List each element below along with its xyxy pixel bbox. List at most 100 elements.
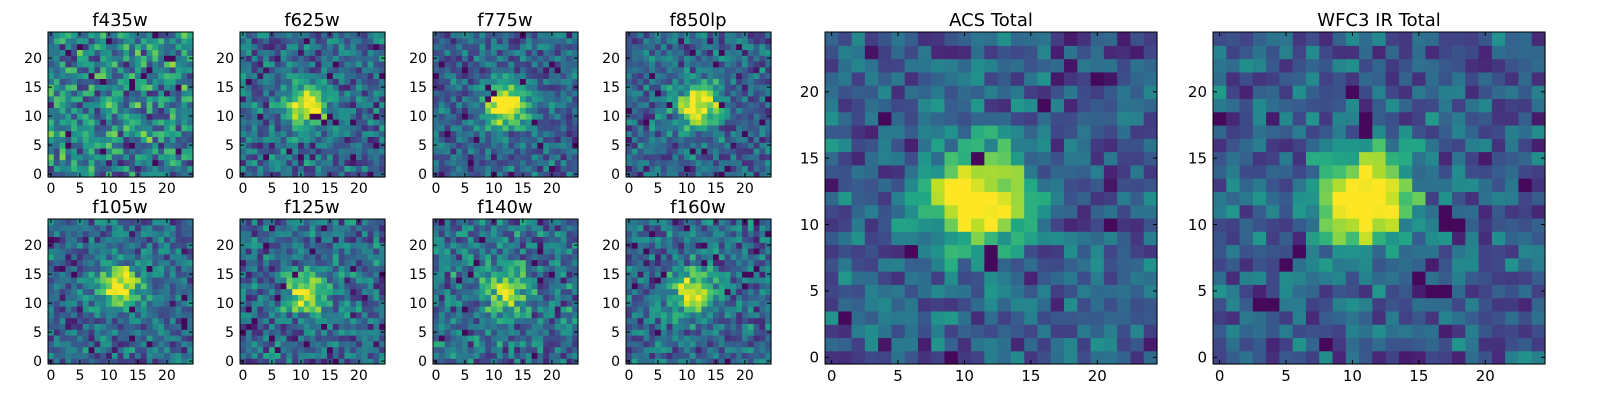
heatmap-cell xyxy=(187,119,194,126)
heatmap-cell xyxy=(450,171,457,178)
heatmap-cell xyxy=(117,259,124,266)
heatmap-cell xyxy=(175,335,182,342)
heatmap-cell xyxy=(303,136,311,143)
heatmap-cell xyxy=(485,219,492,226)
heatmap-cell xyxy=(637,107,644,114)
heatmap-cell xyxy=(631,90,639,97)
heatmap-cell xyxy=(525,346,533,353)
heatmap-cell xyxy=(444,242,451,249)
heatmap-cell xyxy=(643,317,650,324)
heatmap-cell xyxy=(689,107,697,114)
heatmap-cell xyxy=(637,90,644,97)
heatmap-cell xyxy=(65,113,72,120)
heatmap-cell xyxy=(327,346,334,353)
heatmap-cell xyxy=(245,259,253,266)
heatmap-cell xyxy=(245,317,253,324)
heatmap-cell xyxy=(82,329,90,336)
heatmap-cell xyxy=(508,37,515,45)
heatmap-cell xyxy=(554,265,562,272)
heatmap-cell xyxy=(111,136,119,143)
heatmap-cell xyxy=(554,335,562,342)
heatmap-cell xyxy=(649,136,656,143)
heatmap-cell xyxy=(274,84,282,91)
heatmap-cell xyxy=(456,352,463,359)
heatmap-cell xyxy=(94,113,101,120)
heatmap-cell xyxy=(274,165,282,172)
heatmap-cell xyxy=(684,43,691,50)
heatmap-cell xyxy=(759,43,766,50)
heatmap-cell xyxy=(718,282,726,290)
heatmap-cell xyxy=(438,265,446,272)
heatmap-cell xyxy=(263,159,270,166)
heatmap-cell xyxy=(88,43,95,50)
heatmap-cell xyxy=(158,142,165,149)
heatmap-cell xyxy=(257,84,264,91)
heatmap-cell xyxy=(433,306,440,313)
heatmap-cell xyxy=(117,352,124,359)
heatmap-cell xyxy=(456,323,463,330)
heatmap-cell xyxy=(106,259,113,266)
heatmap-cell xyxy=(572,43,579,50)
heatmap-cell xyxy=(327,148,334,155)
heatmap-cell xyxy=(269,43,276,50)
heatmap-cell xyxy=(187,306,194,313)
heatmap-cell xyxy=(485,49,492,56)
heatmap-cell xyxy=(438,236,446,243)
heatmap-cell xyxy=(462,311,469,319)
heatmap-cell xyxy=(631,277,639,284)
heatmap-cell xyxy=(344,294,351,301)
heatmap-cell xyxy=(361,124,369,132)
heatmap-cell xyxy=(309,113,316,120)
heatmap-cell xyxy=(514,288,521,295)
heatmap-cell xyxy=(257,101,264,108)
heatmap-cell xyxy=(718,352,726,359)
heatmap-cell xyxy=(525,84,533,91)
heatmap-cell xyxy=(543,248,550,255)
heatmap-cell xyxy=(367,61,374,68)
heatmap-cell xyxy=(637,171,644,178)
heatmap-cell xyxy=(77,294,84,301)
heatmap-cell xyxy=(129,323,136,330)
heatmap-cell xyxy=(543,136,550,143)
heatmap-cell xyxy=(554,358,562,365)
heatmap-cell xyxy=(433,346,440,353)
heatmap-cell xyxy=(269,294,276,301)
heatmap-cell xyxy=(327,124,334,132)
axes-frame xyxy=(625,31,772,178)
heatmap-cell xyxy=(140,224,148,232)
heatmap-cell xyxy=(479,294,486,301)
heatmap-cell xyxy=(736,66,743,74)
heatmap-cell xyxy=(48,265,55,272)
heatmap-cell xyxy=(245,32,253,39)
heatmap-cell xyxy=(713,95,720,103)
heatmap-cell xyxy=(491,37,498,45)
heatmap-cell xyxy=(508,61,515,68)
heatmap-cell xyxy=(373,277,380,284)
heatmap-cell xyxy=(111,242,119,249)
heatmap-cell xyxy=(462,242,469,249)
heatmap-cell xyxy=(240,294,247,301)
heatmap-cell xyxy=(649,294,656,301)
heatmap-cell xyxy=(315,72,322,79)
heatmap-cell xyxy=(106,107,113,114)
heatmap-cell xyxy=(491,61,498,68)
heatmap-cell xyxy=(566,277,573,284)
heatmap-cell xyxy=(373,95,380,103)
heatmap-cell xyxy=(678,78,685,85)
heatmap-cell xyxy=(543,95,550,103)
heatmap-cell xyxy=(361,90,369,97)
heatmap-cell xyxy=(303,219,311,226)
heatmap-cell xyxy=(152,300,159,307)
heatmap-cell xyxy=(164,352,171,359)
heatmap-cell xyxy=(181,335,188,342)
heatmap-cell xyxy=(444,95,451,103)
heatmap-cell xyxy=(164,90,171,97)
heatmap-cell xyxy=(181,265,188,272)
heatmap-cell xyxy=(187,101,194,108)
heatmap-cell xyxy=(660,165,668,172)
heatmap-cell xyxy=(303,271,311,278)
heatmap-cell xyxy=(543,259,550,266)
heatmap-cell xyxy=(572,230,579,237)
heatmap-cell xyxy=(742,119,749,126)
